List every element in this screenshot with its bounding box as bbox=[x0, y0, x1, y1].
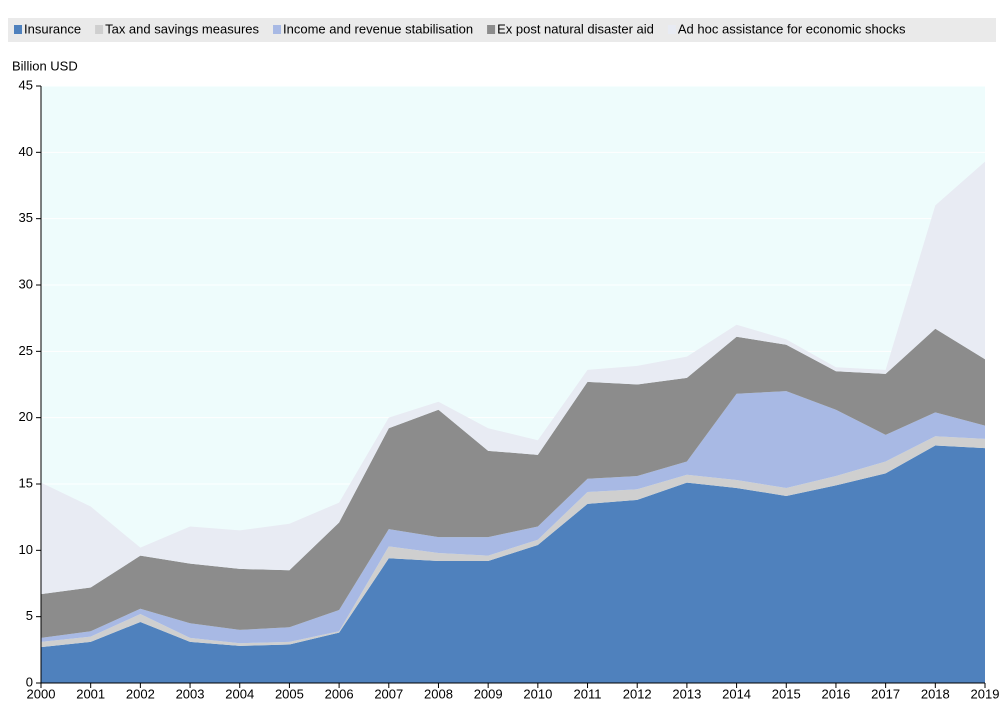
x-tick-label: 2001 bbox=[76, 686, 105, 701]
x-tick-label: 2017 bbox=[871, 686, 900, 701]
y-tick-label: 40 bbox=[19, 144, 33, 159]
x-tick-label: 2003 bbox=[176, 686, 205, 701]
y-axis-label: Billion USD bbox=[12, 58, 78, 73]
area bbox=[41, 328, 985, 638]
x-tick-label: 2015 bbox=[772, 686, 801, 701]
legend-swatch bbox=[273, 25, 282, 34]
x-tick-label: 2016 bbox=[821, 686, 850, 701]
y-tick-label: 15 bbox=[19, 475, 33, 490]
y-tick-label: 10 bbox=[19, 542, 33, 557]
legend: Insurance Tax and savings measures Income … bbox=[14, 21, 906, 36]
legend-label: Ex post natural disaster aid bbox=[497, 21, 654, 36]
x-tick-label: 2012 bbox=[623, 686, 652, 701]
x-tick-label: 2002 bbox=[126, 686, 155, 701]
x-tick-label: 2018 bbox=[921, 686, 950, 701]
legend-swatch bbox=[95, 25, 104, 34]
legend-swatch bbox=[14, 25, 22, 34]
area bbox=[41, 436, 985, 648]
y-tick-label: 5 bbox=[26, 608, 33, 623]
axes: 0 5 10 15 20 25 30 35 40 45 2000 2001 2002 2003 2004 20… bbox=[19, 77, 1000, 701]
legend-label: Tax and savings measures bbox=[105, 21, 259, 36]
x-tick-label: 2019 bbox=[971, 686, 1000, 701]
x-tick-label: 2006 bbox=[325, 686, 354, 701]
x-tick-label: 2000 bbox=[27, 686, 56, 701]
legend-label: Ad hoc assistance for economic shocks bbox=[678, 21, 906, 36]
x-tick-label: 2005 bbox=[275, 686, 304, 701]
area bbox=[41, 161, 985, 595]
x-tick-label: 2014 bbox=[722, 686, 751, 701]
y-tick-label: 20 bbox=[19, 409, 33, 424]
areas bbox=[41, 161, 985, 683]
x-tick-label: 2008 bbox=[424, 686, 453, 701]
x-tick-label: 2009 bbox=[474, 686, 503, 701]
x-tick-label: 2013 bbox=[672, 686, 701, 701]
legend-label: Income and revenue stabilisation bbox=[283, 21, 473, 36]
y-tick-label: 0 bbox=[26, 674, 33, 689]
x-tick-label: 2011 bbox=[574, 686, 602, 701]
y-tick-label: 25 bbox=[19, 343, 33, 358]
legend-background bbox=[8, 18, 996, 42]
x-tick-label: 2004 bbox=[225, 686, 254, 701]
area bbox=[41, 445, 985, 683]
legend-swatch bbox=[667, 25, 676, 34]
x-tick-label: 2010 bbox=[523, 686, 552, 701]
x-tick-label: 2007 bbox=[374, 686, 403, 701]
y-tick-label: 30 bbox=[19, 276, 33, 291]
y-tick-label: 45 bbox=[19, 77, 33, 92]
y-tick-label: 35 bbox=[19, 210, 33, 225]
area bbox=[41, 391, 985, 644]
legend-label: Insurance bbox=[24, 21, 81, 36]
legend-swatch bbox=[487, 25, 496, 34]
